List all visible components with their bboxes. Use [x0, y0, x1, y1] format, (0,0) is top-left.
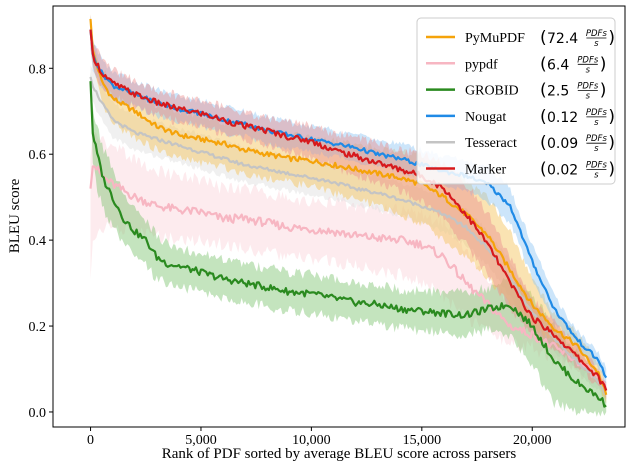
rate-close-paren: ): [608, 107, 615, 127]
rate-close-paren: ): [600, 81, 607, 101]
x-tick-label: 15,000: [403, 433, 442, 448]
y-axis-label: BLEU score: [7, 178, 23, 253]
rate-open-paren: (: [540, 160, 547, 180]
tesseract-legend-label: Tesseract: [465, 136, 517, 151]
pypdf-band: [90, 131, 607, 400]
rate-unit-numerator: PDFs: [577, 55, 599, 65]
rate-value: 72.4: [547, 31, 578, 47]
pymupdf-legend-label: PyMuPDF: [465, 31, 525, 46]
grobid-legend-label: GROBID: [465, 84, 519, 99]
rate-value: 0.12: [547, 110, 578, 126]
grobid-band: [90, 72, 607, 417]
rate-close-paren: ): [608, 28, 615, 48]
rate-unit-denominator: s: [586, 65, 591, 75]
series-lines: [89, 18, 608, 408]
marker-band: [90, 14, 607, 400]
rate-unit-numerator: PDFs: [586, 134, 608, 144]
tesseract-line: [89, 76, 607, 396]
marker-line: [89, 29, 608, 391]
marker-legend-label: Marker: [465, 163, 507, 178]
rate-unit-numerator: PDFs: [586, 29, 608, 39]
rate-unit-numerator: PDFs: [577, 82, 599, 92]
rate-unit-denominator: s: [594, 118, 599, 128]
rate-unit-denominator: s: [594, 171, 599, 181]
rate-unit-denominator: s: [594, 144, 599, 154]
rate-value: 2.5: [547, 84, 569, 100]
grobid-line: [89, 81, 607, 408]
rate-unit-numerator: PDFs: [586, 108, 608, 118]
x-tick-label: 20,000: [513, 433, 552, 448]
rate-open-paren: (: [540, 28, 547, 48]
rate-value: 0.09: [547, 136, 578, 152]
y-tick-label: 0.6: [29, 148, 47, 163]
y-tick-label: 0.4: [29, 234, 47, 249]
rate-unit-numerator: PDFs: [586, 161, 608, 171]
rate-unit-denominator: s: [586, 92, 591, 102]
legend-box: [416, 17, 616, 185]
pypdf-line: [89, 165, 608, 391]
y-tick-label: 0.2: [29, 320, 47, 335]
y-tick-label: 0.0: [29, 406, 47, 421]
rate-value: 0.02: [547, 163, 578, 179]
rate-close-paren: ): [608, 133, 615, 153]
rate-unit-denominator: s: [594, 39, 599, 49]
rate-open-paren: (: [540, 81, 547, 101]
x-axis-ticks: 0 5,000 10,000 15,000 20,000: [87, 427, 551, 448]
rate-open-paren: (: [540, 54, 547, 74]
tesseract-band: [90, 65, 607, 404]
x-tick-label: 10,000: [292, 433, 331, 448]
rate-close-paren: ): [608, 160, 615, 180]
nougat-legend-label: Nougat: [465, 110, 506, 125]
pypdf-legend-label: pypdf: [465, 57, 498, 72]
x-tick-label: 5,000: [185, 433, 217, 448]
rate-open-paren: (: [540, 107, 547, 127]
rate-close-paren: ): [600, 54, 607, 74]
plot-frame: [52, 5, 626, 428]
rate-open-paren: (: [540, 133, 547, 153]
y-axis-ticks: 0.0 0.2 0.4 0.6 0.8: [29, 62, 53, 421]
x-axis-label: Rank of PDF sorted by average BLEU score…: [162, 446, 517, 462]
pymupdf-line: [89, 18, 608, 396]
rate-value: 6.4: [547, 57, 569, 73]
y-tick-label: 0.8: [29, 62, 47, 77]
x-tick-label: 0: [87, 433, 94, 448]
